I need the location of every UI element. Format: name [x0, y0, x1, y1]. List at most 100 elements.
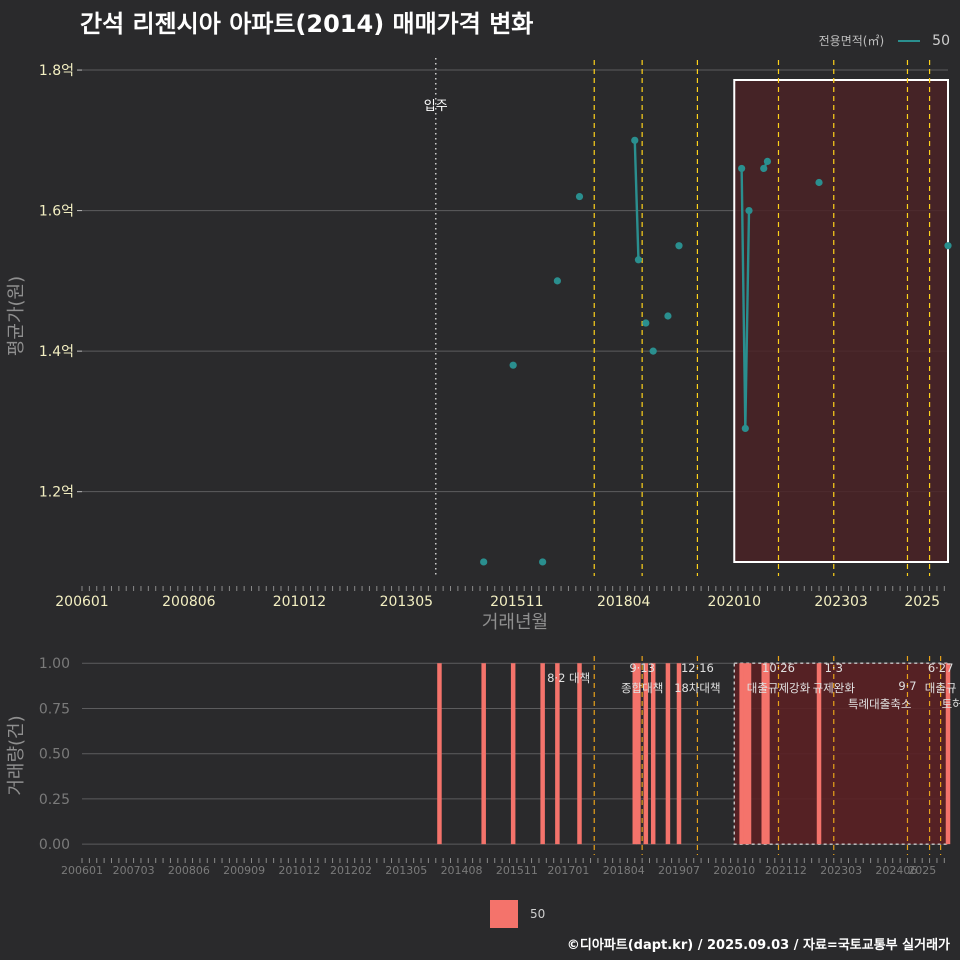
volume-bar	[643, 663, 649, 845]
top-x-tick-label: 200806	[162, 594, 216, 610]
volume-bar	[481, 663, 486, 845]
legend-bottom: 50	[490, 900, 545, 928]
bottom-y-tick-label: 0.75	[39, 701, 70, 717]
bottom-y-tick-label: 0.50	[39, 747, 70, 763]
series-point	[760, 164, 768, 173]
top-y-tick-label: 1.2억	[39, 485, 74, 501]
legend-line-swatch	[898, 39, 921, 42]
bottom-y-axis-label: 거래량(건)	[6, 715, 27, 795]
policy-name-label: 특례대출축소	[848, 697, 911, 711]
legend-series-label: 50	[932, 32, 950, 49]
series-point	[763, 157, 772, 166]
series-point	[815, 178, 823, 187]
bottom-y-tick-label: 0.25	[39, 792, 70, 808]
policy-name-label: 18차대책	[674, 681, 720, 695]
bottom-x-tick-label: 200909	[223, 864, 265, 877]
volume-bar	[577, 663, 582, 845]
volume-bar	[743, 663, 748, 845]
series-point	[944, 242, 952, 250]
legend-bar-swatch	[490, 900, 518, 928]
bottom-x-tick-label: 201012	[278, 864, 320, 877]
policy-date-label: 10·26	[762, 661, 795, 675]
series-point	[649, 347, 657, 355]
bottom-x-tick-label: 201408	[441, 864, 483, 877]
series-point	[480, 558, 488, 566]
legend-top: 전용면적(㎡) 50	[819, 32, 950, 49]
series-point	[634, 256, 643, 264]
top-y-axis-label: 평균가(원)	[6, 276, 27, 356]
volume-bar	[761, 663, 766, 845]
top-x-tick-label: 2025	[904, 594, 940, 610]
top-y-tick-label: 1.4억	[39, 344, 74, 360]
series-line-segment	[633, 140, 640, 260]
bottom-x-tick-label: 201907	[658, 864, 700, 877]
volume-bar	[765, 663, 770, 845]
bottom-x-tick-label: 201804	[603, 864, 645, 877]
bottom-x-tick-label: 200601	[61, 864, 103, 877]
volume-bar	[437, 663, 442, 845]
volume-bar	[676, 663, 682, 845]
top-x-tick-label: 201804	[597, 594, 651, 610]
top-x-tick-label: 202303	[814, 594, 867, 610]
top-highlight-region	[733, 79, 950, 563]
volume-bar	[540, 663, 545, 845]
top-x-axis-label: 거래년월	[482, 612, 548, 633]
policy-date-label: 9·7	[898, 679, 916, 693]
bottom-x-tick-label: 200806	[168, 864, 210, 877]
policy-label: 8·2 대책	[547, 671, 590, 685]
bottom-x-tick-label: 200703	[113, 864, 155, 877]
top-x-tick-label: 200601	[55, 594, 108, 610]
policy-name-label: 대출규	[925, 681, 957, 695]
policy-date-label: 6·27	[928, 661, 954, 675]
volume-bar	[632, 663, 638, 845]
volume-bar	[665, 663, 671, 845]
top-x-tick-label: 201305	[380, 594, 433, 610]
series-point	[738, 164, 746, 173]
bottom-highlight-region	[733, 662, 949, 845]
bottom-x-tick-label: 201305	[385, 864, 427, 877]
series-point	[575, 192, 584, 201]
bottom-x-tick-label: 202112	[765, 864, 807, 877]
volume-bar	[555, 663, 560, 845]
volume-bar	[746, 663, 752, 845]
volume-bar	[945, 663, 951, 845]
series-point	[631, 136, 639, 144]
bottom-x-tick-label: 2025	[908, 864, 936, 877]
series-point	[509, 361, 517, 369]
legend-bottom-label: 50	[530, 907, 546, 921]
policy-name-label: 대출규제강화	[747, 681, 811, 695]
volume-bar	[739, 663, 744, 845]
series-point	[741, 424, 749, 433]
top-move-in-label: 입주	[424, 99, 448, 114]
legend-title: 전용면적(㎡)	[818, 34, 885, 48]
volume-bar	[510, 663, 516, 845]
policy-name-label: 토허제 해제	[942, 697, 960, 711]
bottom-x-tick-label: 202406	[875, 864, 917, 877]
series-point	[675, 242, 683, 250]
bottom-y-tick-label: 1.00	[39, 656, 70, 672]
policy-date-label: 1·3	[825, 661, 843, 675]
top-x-tick-label: 201012	[273, 594, 326, 610]
bottom-x-tick-label: 201701	[547, 864, 589, 877]
policy-date-label: 12·16	[681, 661, 714, 675]
series-line-segment	[744, 210, 751, 429]
volume-bar	[816, 663, 822, 845]
top-x-tick-label: 202010	[708, 594, 761, 610]
bottom-y-tick-label: 0.00	[39, 837, 70, 853]
bottom-x-tick-label: 202303	[820, 864, 862, 877]
series-point	[664, 312, 672, 320]
policy-name-label: 종합대책	[621, 681, 663, 695]
policy-date-label: 9·13	[629, 661, 655, 675]
volume-bar	[650, 663, 656, 845]
bottom-x-tick-label: 201202	[330, 864, 372, 877]
volume-bar	[636, 663, 641, 845]
series-point	[539, 558, 547, 566]
series-line-segment	[740, 168, 747, 429]
top-x-tick-label: 201511	[490, 594, 543, 610]
series-point	[745, 206, 753, 215]
source-credit: ©디아파트(dapt.kr) / 2025.09.03 / 자료=국토교통부 실…	[566, 938, 950, 953]
bottom-x-tick-label: 201511	[496, 864, 538, 877]
policy-name-label: 규제완화	[813, 681, 856, 695]
series-point	[553, 277, 561, 285]
